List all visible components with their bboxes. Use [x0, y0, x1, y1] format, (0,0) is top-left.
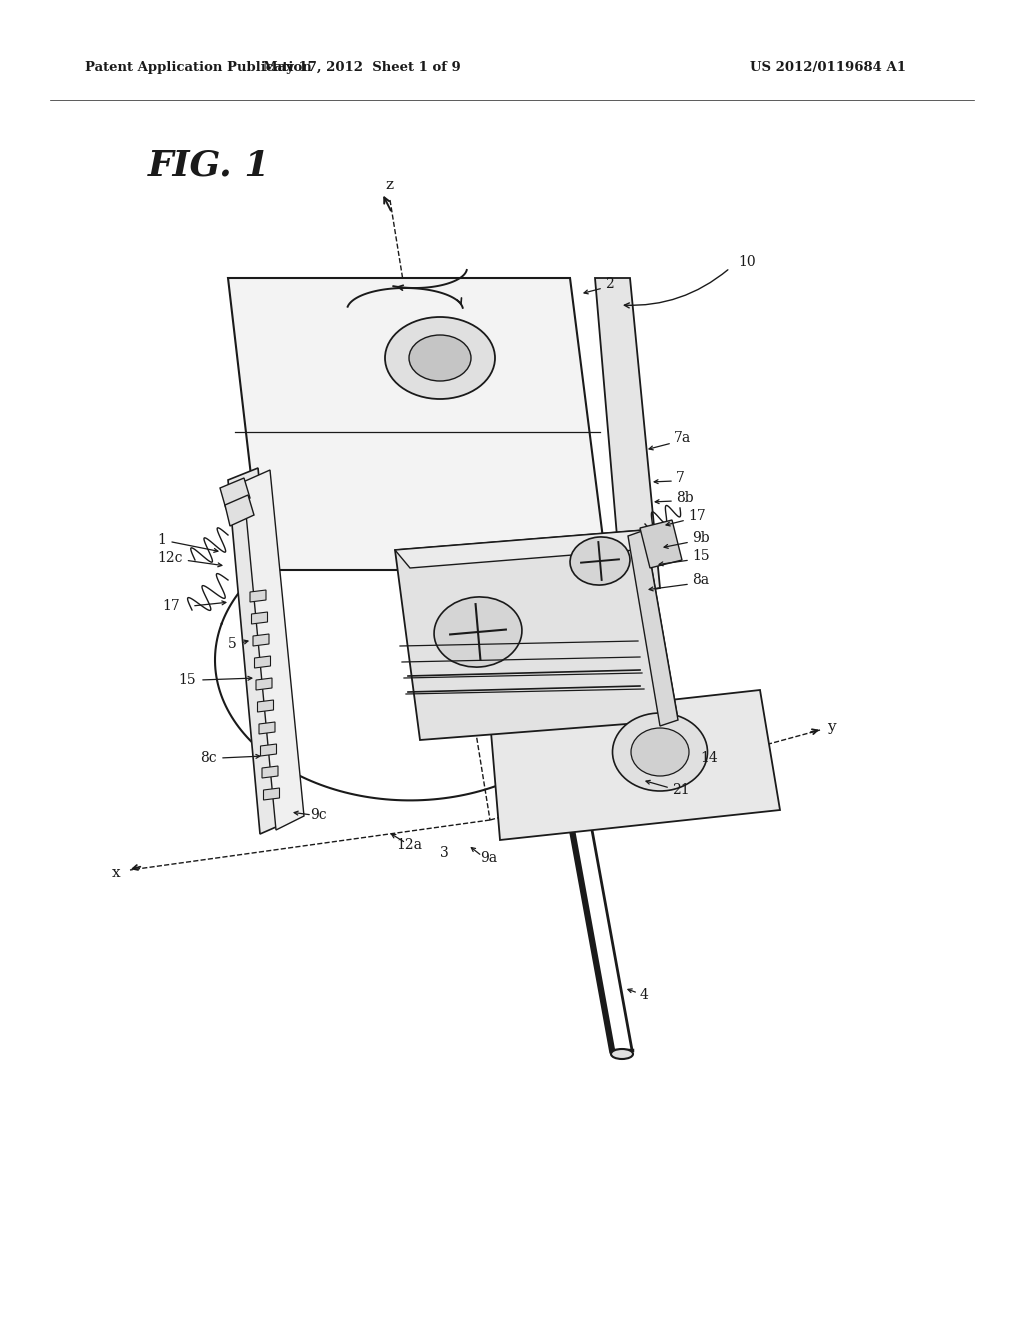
- Text: 8b: 8b: [676, 491, 693, 506]
- Text: 9c: 9c: [310, 808, 327, 822]
- Ellipse shape: [385, 317, 495, 399]
- Text: x: x: [112, 866, 121, 880]
- Ellipse shape: [631, 729, 689, 776]
- Ellipse shape: [409, 335, 471, 381]
- Text: Patent Application Publication: Patent Application Publication: [85, 62, 311, 74]
- Text: 14: 14: [700, 751, 718, 766]
- Text: 8a: 8a: [692, 573, 710, 587]
- Text: 7a: 7a: [674, 432, 691, 445]
- Polygon shape: [262, 766, 278, 777]
- Polygon shape: [490, 690, 780, 840]
- Polygon shape: [395, 531, 678, 741]
- Text: 2: 2: [605, 277, 613, 290]
- Text: 17: 17: [162, 599, 180, 612]
- Polygon shape: [252, 612, 267, 624]
- Polygon shape: [256, 678, 272, 690]
- Polygon shape: [260, 744, 276, 756]
- Polygon shape: [395, 531, 660, 568]
- Text: 12c: 12c: [158, 550, 222, 566]
- Text: US 2012/0119684 A1: US 2012/0119684 A1: [750, 62, 906, 74]
- Text: z: z: [385, 178, 393, 191]
- Polygon shape: [253, 634, 269, 645]
- Polygon shape: [220, 478, 250, 510]
- Text: 8c: 8c: [200, 751, 217, 766]
- Text: FIG. 1: FIG. 1: [148, 148, 270, 182]
- Text: 5: 5: [228, 638, 237, 651]
- Text: y: y: [827, 719, 836, 734]
- Text: 9b: 9b: [692, 531, 710, 545]
- Text: 7: 7: [676, 471, 685, 484]
- Text: 15: 15: [692, 549, 710, 564]
- Text: 17: 17: [688, 510, 706, 523]
- Polygon shape: [640, 520, 682, 568]
- Text: 10: 10: [738, 255, 756, 269]
- Polygon shape: [257, 700, 273, 711]
- Polygon shape: [259, 722, 275, 734]
- Text: May 17, 2012  Sheet 1 of 9: May 17, 2012 Sheet 1 of 9: [263, 62, 461, 74]
- Text: 4: 4: [640, 987, 649, 1002]
- Text: 3: 3: [440, 846, 449, 861]
- Polygon shape: [628, 531, 678, 726]
- Ellipse shape: [570, 537, 630, 585]
- Text: 1: 1: [158, 533, 218, 552]
- Text: 12a: 12a: [396, 838, 422, 851]
- Ellipse shape: [434, 597, 522, 667]
- Polygon shape: [255, 656, 270, 668]
- Polygon shape: [250, 590, 266, 602]
- Polygon shape: [225, 495, 254, 525]
- Text: 15: 15: [178, 673, 196, 686]
- Polygon shape: [228, 279, 607, 570]
- Polygon shape: [243, 470, 304, 830]
- Polygon shape: [228, 469, 292, 834]
- Text: 9a: 9a: [480, 851, 497, 865]
- Ellipse shape: [612, 713, 708, 791]
- Polygon shape: [263, 788, 280, 800]
- Text: 21: 21: [672, 783, 689, 797]
- Ellipse shape: [611, 1049, 633, 1059]
- Polygon shape: [595, 279, 660, 595]
